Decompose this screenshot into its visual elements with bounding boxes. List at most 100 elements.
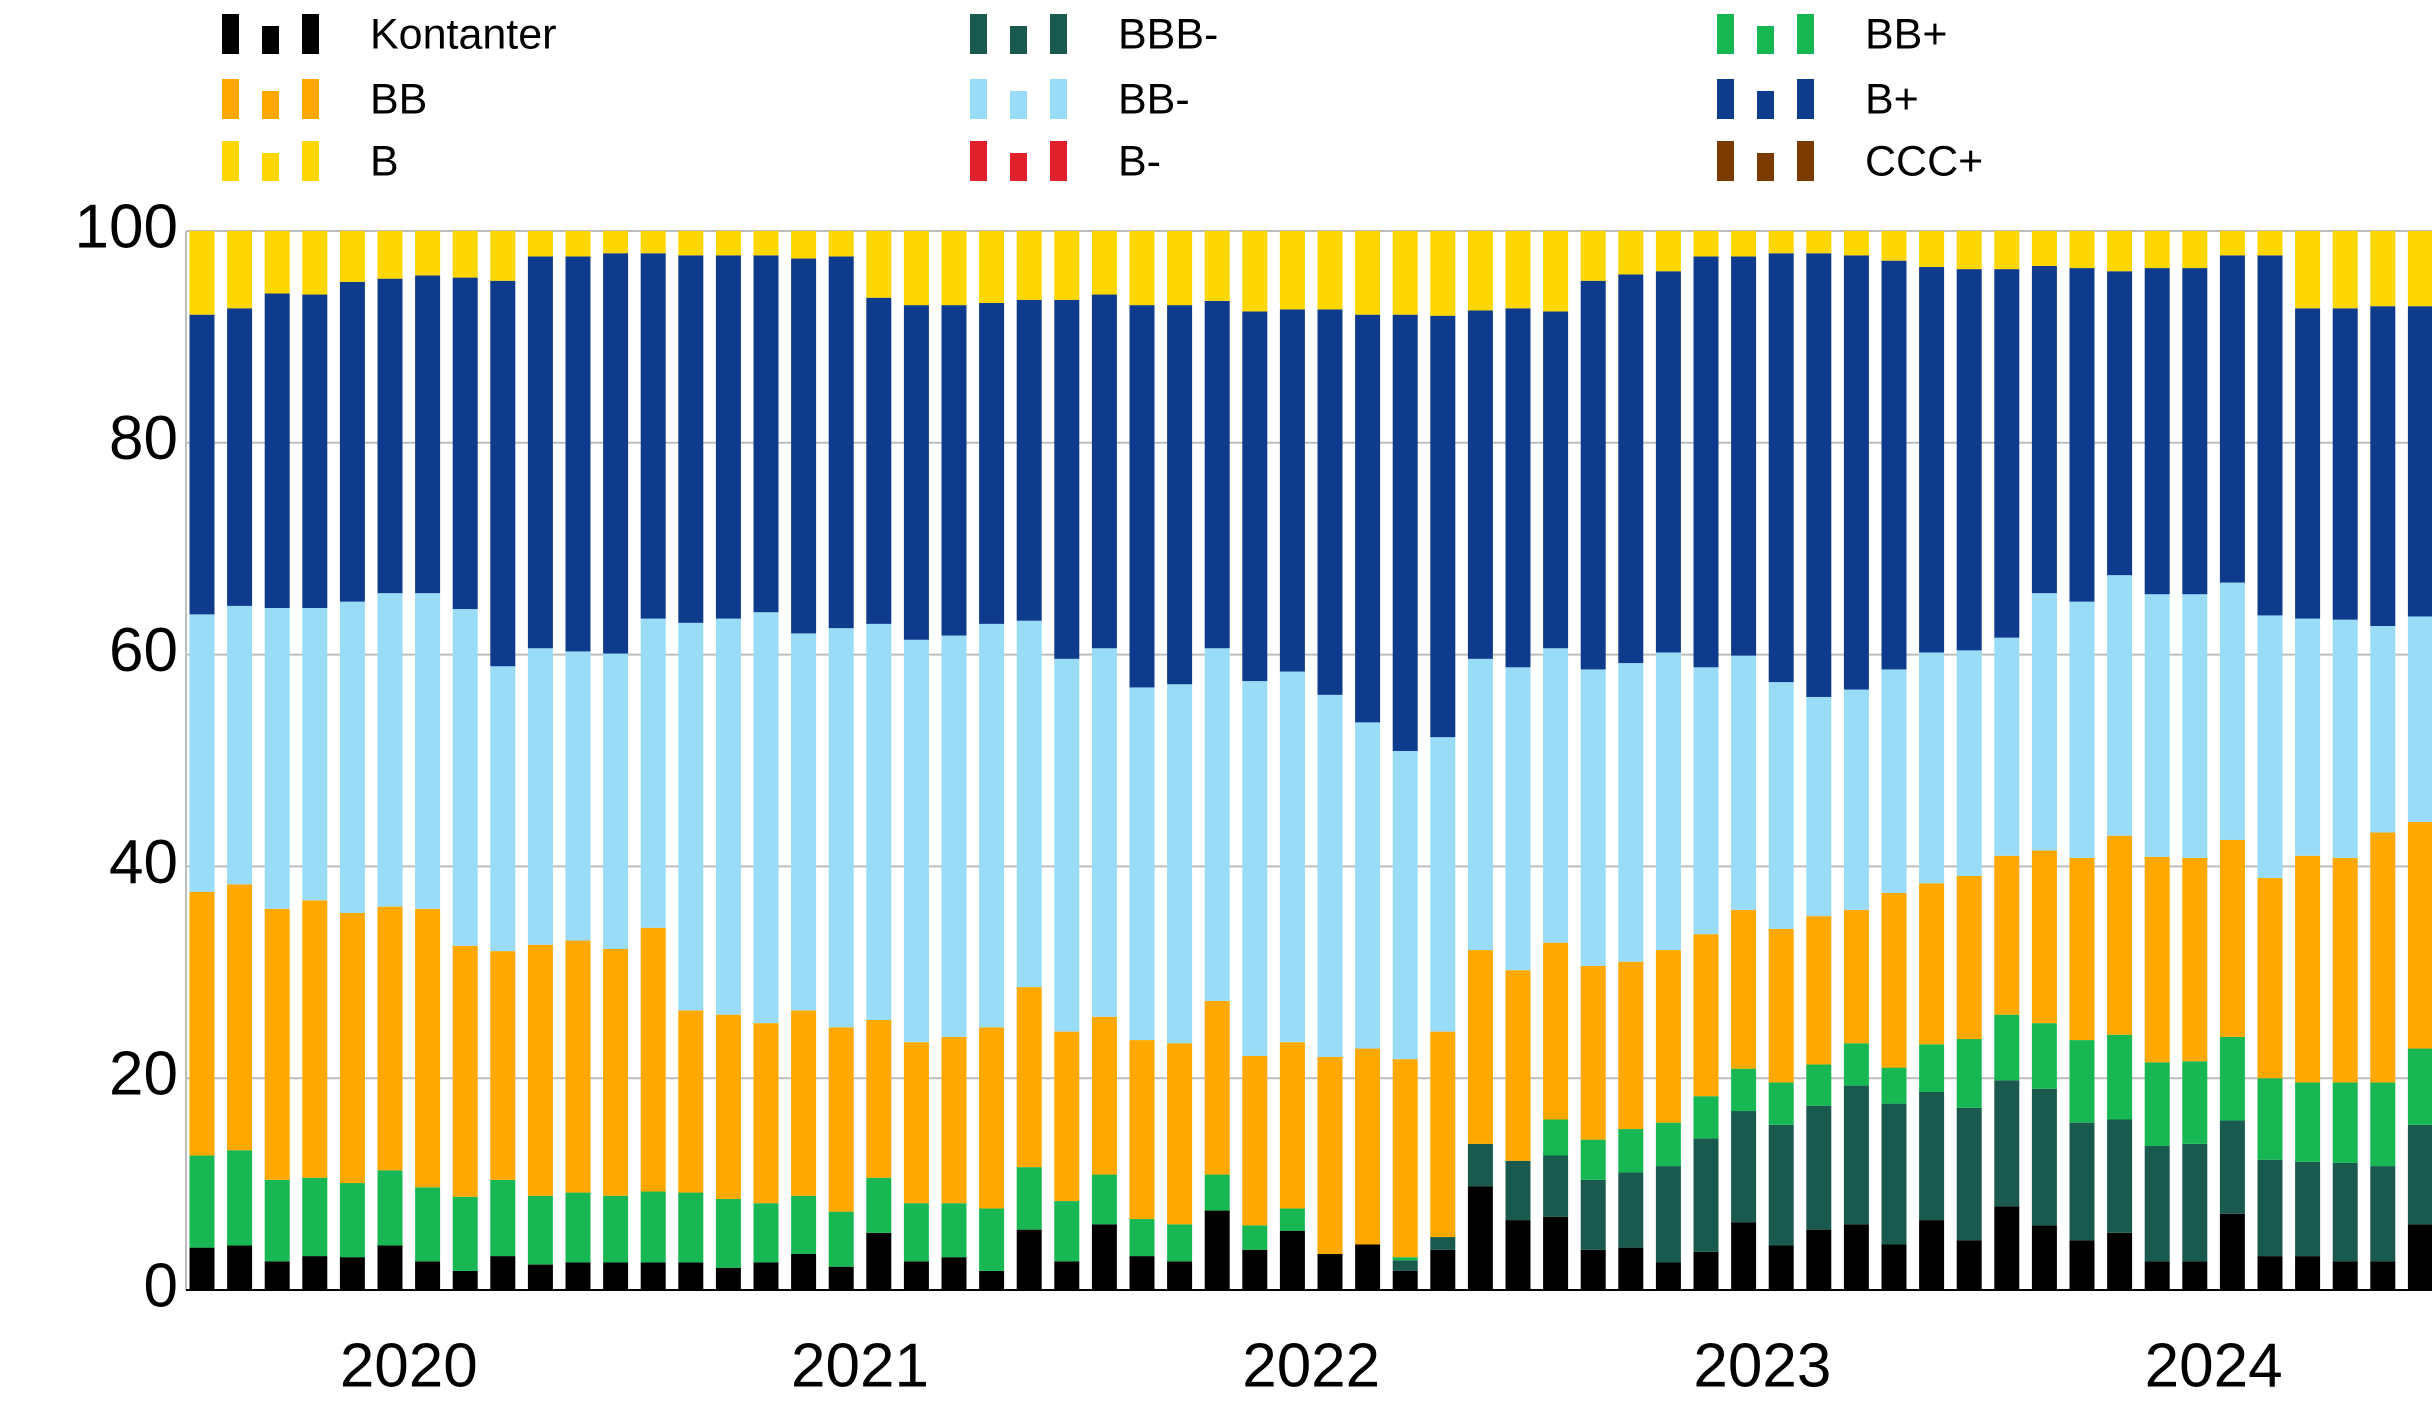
bar-segment [2069,1240,2095,1290]
bar-segment [903,639,929,1043]
bar-segment [2257,878,2283,1079]
bar-segment [2069,601,2095,858]
bar-segment [565,1192,591,1263]
bar-segment [2219,255,2245,583]
bar-segment [1204,1210,1230,1290]
bar-segment [2332,308,2358,620]
bar-segment [1505,231,1531,309]
bar-segment [1279,671,1305,1043]
bar-segment [1693,231,1719,257]
bar-segment [1731,1111,1757,1223]
bar-segment [189,314,215,615]
bar-segment [490,1179,516,1257]
bar-segment [2182,1143,2208,1262]
bar-segment [452,231,478,278]
bar-segment [2370,626,2396,833]
bar-segment [189,614,215,892]
bar-segment [979,1270,1005,1290]
bar-segment [1693,934,1719,1097]
bar-segment [1543,942,1569,1120]
bar-segment [1580,669,1606,966]
bar-segment [339,281,365,602]
bar-segment [189,1155,215,1248]
bar-segment [2107,835,2133,1035]
bar-segment [1655,231,1681,272]
bar-segment [678,1010,704,1193]
bar-segment [1994,1080,2020,1207]
bar-segment [1204,300,1230,649]
bar-segment [2257,1078,2283,1160]
legend-swatch [1050,79,1067,119]
bar-segment [302,608,328,901]
bar-segment [227,605,253,885]
bar-segment [1618,1129,1644,1173]
legend-swatch [970,79,987,119]
legend-label: B- [1118,137,1161,185]
bar-segment [490,231,516,281]
bar-segment [2069,231,2095,269]
bar-segment [2069,1040,2095,1123]
bar-segment [1618,274,1644,664]
bar-segment [1580,1249,1606,1290]
bar-segment [565,651,591,941]
bar-segment [1054,1201,1080,1262]
bar-segment [791,1010,817,1196]
legend-swatch [262,26,279,54]
bar-segment [1279,231,1305,310]
bar-segment [1731,655,1757,910]
bar-segment [1016,987,1042,1168]
legend-label: BB+ [1865,10,1947,58]
legend-swatch [1717,14,1734,54]
bar-segment [1091,1224,1117,1290]
bar-segment [1430,1031,1456,1238]
bar-segment [264,608,290,909]
y-tick-label: 40 [109,828,178,897]
bar-segment [2295,855,2321,1083]
bar-segment [302,1177,328,1257]
bar-segment [2295,1161,2321,1257]
legend-swatch [1717,141,1734,181]
bar-segment [2107,1119,2133,1233]
bar-segment [1167,305,1193,685]
bar-segment [1392,750,1418,1060]
bar-segment [1430,1237,1456,1250]
bar-segment [678,1192,704,1263]
bar-segment [2407,231,2432,307]
bar-segment [1919,652,1945,884]
legend-label: CCC+ [1865,137,1983,185]
bar-segment [1543,1155,1569,1217]
bar-segment [866,623,892,1020]
bar-segment [640,927,666,1192]
bar-segment [979,1027,1005,1209]
bar-segment [1843,1085,1869,1225]
bar-segment [1242,1055,1268,1226]
bar-segment [415,1187,441,1262]
x-year-label: 2022 [1242,1331,1380,1400]
bar-segment [715,618,741,1015]
bar-segment [1994,231,2020,270]
bar-segment [715,1267,741,1290]
bar-segment [2257,615,2283,879]
bar-segment [339,601,365,913]
bar-segment [640,231,666,254]
bar-segment [2107,575,2133,836]
bar-segment [1016,231,1042,300]
bar-segment [1881,1103,1907,1245]
bar-segment [1467,950,1493,1144]
bar-segment [264,908,290,1180]
bar-segment [1091,294,1117,649]
bar-segment [452,945,478,1197]
bar-segment [1693,1138,1719,1252]
bar-segment [1543,311,1569,649]
bar-segment [1655,1166,1681,1263]
legend-swatch [1050,14,1067,54]
x-year-label: 2024 [2145,1331,2283,1400]
bar-segment [1467,1143,1493,1187]
bar-segment [2370,1082,2396,1167]
x-year-label: 2020 [340,1331,478,1400]
bar-segment [1279,1230,1305,1290]
bar-segment [2031,265,2057,594]
bar-segment [791,1195,817,1254]
bar-segment [1768,1082,1794,1125]
